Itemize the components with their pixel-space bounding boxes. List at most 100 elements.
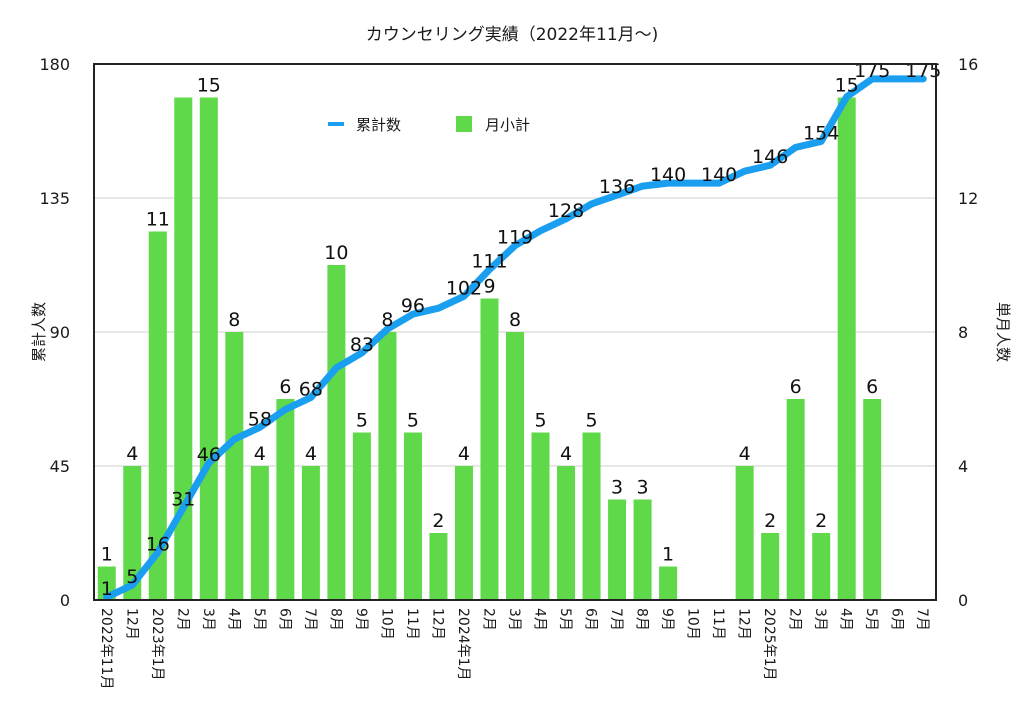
x-axis-ticks: 2022年11月 12月 2023年1月 2月 3月 4月 5月 6月 7月 8月 9月 10月 11月…: [98, 608, 930, 689]
bar-label-22: 1: [662, 544, 674, 566]
bar-29: [837, 97, 856, 600]
bar-label-7: 6: [279, 376, 291, 398]
y-right-tick-label: 16: [958, 55, 978, 74]
bar-14: [454, 466, 473, 600]
bar-22: [659, 566, 678, 600]
chart-title: カウンセリング実績（2022年11月〜): [366, 25, 659, 45]
line-label-30: 175: [854, 60, 890, 82]
bar-27: [786, 399, 805, 600]
x-tick-label: 2022年11月: [98, 608, 114, 689]
bar-8: [301, 466, 320, 600]
bar-7: [276, 399, 295, 600]
bar-label-8: 4: [305, 443, 317, 465]
line-label-8: 68: [299, 379, 323, 401]
y-axis-left-label: 累計人数: [30, 302, 48, 362]
line-label-4: 46: [197, 444, 221, 466]
line-label-1: 5: [126, 566, 138, 588]
bar-label-11: 8: [381, 309, 393, 331]
x-tick-label: 4月: [838, 608, 854, 631]
bar-label-2: 11: [146, 209, 170, 231]
x-tick-label: 5月: [557, 608, 573, 631]
bar-label-0: 1: [101, 544, 113, 566]
bar-15: [480, 298, 499, 600]
x-tick-label: 3月: [506, 608, 522, 631]
y-right-tick-label: 12: [958, 189, 978, 208]
x-tick-label: 5月: [863, 608, 879, 631]
x-tick-label: 12月: [429, 608, 445, 640]
y-right-tick-label: 4: [958, 457, 968, 476]
x-tick-label: 2月: [787, 608, 803, 631]
line-label-10: 83: [350, 334, 374, 356]
bar-label-9: 10: [324, 242, 348, 264]
bar-5: [225, 332, 244, 600]
x-tick-label: 10月: [378, 608, 394, 640]
y-left-tick-label: 0: [60, 591, 70, 610]
line-label-12: 96: [401, 295, 425, 317]
line-label-28: 154: [803, 122, 839, 144]
bar-label-4: 15: [197, 75, 221, 97]
bar-4: [199, 97, 218, 600]
x-tick-label: 9月: [659, 608, 675, 631]
x-tick-label: 10月: [685, 608, 701, 640]
bar-19: [582, 432, 601, 600]
line-label-0: 1: [101, 578, 113, 600]
x-tick-label: 6月: [583, 608, 599, 631]
x-tick-label: 8月: [634, 608, 650, 631]
bar-label-15: 9: [483, 276, 495, 298]
bar-label-27: 6: [790, 376, 802, 398]
bar-label-16: 8: [509, 309, 521, 331]
bar-label-29: 15: [835, 75, 859, 97]
bar-13: [429, 533, 448, 600]
x-tick-label: 3月: [200, 608, 216, 631]
line-label-3: 31: [171, 489, 195, 511]
bar-label-14: 4: [458, 443, 470, 465]
y-axis-right-ticks: 0 4 8 12 16: [958, 55, 978, 610]
legend-line-swatch: [328, 122, 344, 126]
bar-label-28: 2: [815, 510, 827, 532]
bar-series-monthly: [97, 97, 882, 600]
y-right-tick-label: 0: [958, 591, 968, 610]
y-left-tick-label: 135: [39, 189, 70, 208]
x-tick-label: 4月: [225, 608, 241, 631]
x-tick-label: 12月: [736, 608, 752, 640]
bar-30: [863, 399, 882, 600]
bar-12: [403, 432, 422, 600]
line-label-32: 175: [905, 60, 941, 82]
bar-label-18: 4: [560, 443, 572, 465]
bar-10: [352, 432, 371, 600]
x-tick-label: 6月: [889, 608, 905, 631]
bar-16: [506, 332, 524, 600]
x-tick-label: 8月: [327, 608, 343, 631]
x-tick-label: 9月: [353, 608, 369, 631]
x-tick-label: 11月: [404, 608, 420, 640]
y-axis-right-label: 単月人数: [994, 302, 1012, 362]
bar-label-25: 4: [739, 443, 751, 465]
line-label-15: 111: [471, 250, 507, 272]
line-label-2: 16: [146, 533, 170, 555]
x-tick-label: 4月: [532, 608, 548, 631]
bar-1: [123, 466, 142, 600]
x-tick-label: 2025年1月: [761, 608, 777, 681]
line-label-16: 119: [497, 227, 533, 249]
x-tick-label: 12月: [123, 608, 139, 640]
bar-label-10: 5: [356, 410, 368, 432]
bar-25: [735, 466, 754, 600]
y-left-tick-label: 90: [50, 323, 70, 342]
x-tick-label: 3月: [812, 608, 828, 631]
bar-17: [531, 432, 550, 600]
bar-label-20: 3: [611, 477, 623, 499]
y-axis-left-ticks: 0 45 90 135 180: [39, 55, 70, 610]
line-label-14: 102: [446, 277, 482, 299]
x-tick-label: 6月: [276, 608, 292, 631]
line-label-22: 140: [650, 164, 686, 186]
bar-label-12: 5: [407, 410, 419, 432]
line-label-24: 140: [701, 164, 737, 186]
y-left-tick-label: 45: [50, 457, 70, 476]
bar-2: [148, 231, 167, 600]
x-tick-label: 7月: [914, 608, 930, 631]
line-series-cumulative: [103, 75, 927, 601]
bar-label-26: 2: [764, 510, 776, 532]
bar-21: [633, 499, 652, 600]
bar-label-30: 6: [866, 376, 878, 398]
